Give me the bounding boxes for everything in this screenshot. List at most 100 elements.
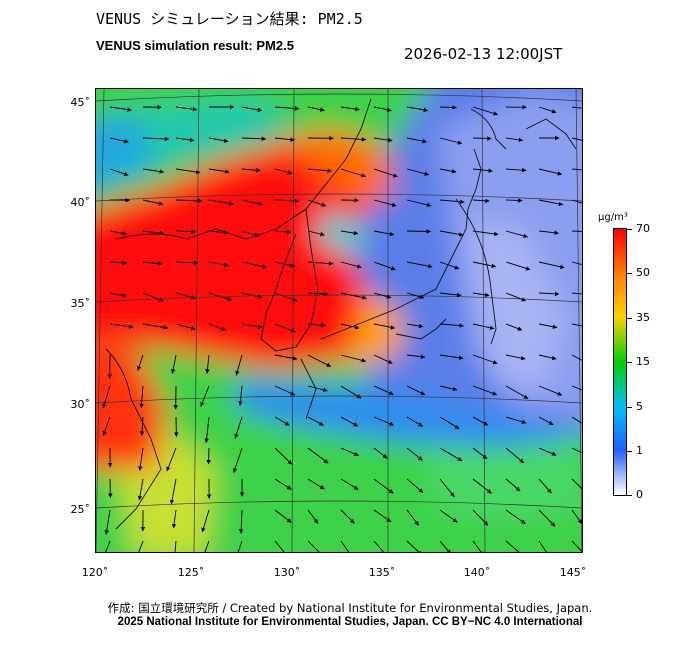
wind-arrow: [307, 478, 325, 490]
wind-vectors: [102, 104, 582, 552]
wind-arrow: [406, 137, 428, 144]
wind-arrow: [307, 106, 325, 112]
wind-arrow: [109, 292, 127, 298]
lat-label-30: 30˚: [70, 398, 91, 411]
wind-arrow: [109, 323, 134, 329]
wind-arrow: [175, 137, 195, 143]
wind-arrow: [406, 447, 423, 461]
wind-arrow: [472, 416, 489, 426]
wind-arrow: [274, 137, 295, 142]
lon-label-120: 120˚: [81, 566, 109, 579]
wind-arrow: [138, 540, 144, 552]
wind-arrow: [307, 385, 328, 393]
wind-arrow: [241, 106, 263, 113]
wind-arrow: [274, 292, 298, 302]
wind-arrow: [307, 168, 333, 173]
wind-arrow: [472, 292, 490, 298]
wind-arrow: [171, 509, 177, 529]
wind-arrow: [142, 261, 163, 266]
wind-arrow: [232, 447, 243, 474]
wind-arrow: [307, 354, 332, 367]
wind-arrow: [241, 230, 260, 237]
colorbar: [613, 228, 627, 496]
wind-arrow: [505, 416, 527, 424]
wind-arrow: [109, 168, 129, 177]
colorbar-label-5: 5: [636, 400, 643, 413]
wind-arrow: [109, 137, 129, 144]
wind-arrow: [538, 261, 565, 270]
wind-arrow: [538, 323, 558, 329]
wind-arrow: [142, 230, 165, 236]
wind-arrow: [406, 416, 423, 427]
wind-arrow: [208, 137, 229, 143]
wind-arrow: [340, 416, 359, 427]
wind-arrow: [139, 416, 145, 436]
lon-label-145: 145˚: [559, 566, 587, 579]
wind-arrow: [571, 230, 582, 232]
wind-arrow: [439, 323, 464, 328]
colorbar-label-50: 50: [636, 266, 650, 279]
wind-arrow: [340, 261, 362, 269]
wind-arrow: [571, 261, 582, 266]
wind-arrow: [406, 354, 426, 359]
wind-arrow: [472, 261, 497, 269]
wind-arrow: [472, 509, 489, 526]
lat-label-35: 35˚: [70, 297, 91, 310]
lat-label-40: 40˚: [70, 196, 91, 209]
wind-arrow: [136, 354, 144, 371]
wind-arrow: [571, 137, 582, 141]
wind-arrow: [406, 478, 424, 494]
wind-arrow: [439, 168, 457, 174]
wind-arrow: [373, 261, 396, 271]
wind-arrow: [104, 509, 111, 535]
wind-arrow: [538, 199, 564, 207]
wind-arrow: [571, 292, 582, 295]
wind-arrow: [505, 478, 521, 492]
wind-arrow: [274, 509, 292, 523]
wind-arrow: [439, 199, 465, 204]
wind-arrow: [571, 168, 582, 171]
wind-arrow: [307, 416, 324, 426]
wind-arrow: [274, 416, 290, 426]
wind-arrow: [204, 416, 210, 444]
title-english: VENUS simulation result: PM2.5: [96, 38, 294, 53]
wind-arrow: [241, 168, 261, 173]
wind-arrow: [340, 230, 359, 236]
wind-arrow: [538, 354, 557, 361]
wind-arrow: [439, 478, 455, 498]
wind-arrow: [204, 540, 210, 552]
wind-arrow: [307, 509, 319, 524]
wind-arrow: [137, 478, 144, 501]
wind-arrow: [505, 292, 527, 302]
pm25-map[interactable]: [95, 88, 583, 553]
wind-arrow: [139, 385, 144, 409]
wind-arrow: [472, 385, 498, 396]
wind-arrow: [274, 447, 293, 465]
wind-arrow: [439, 416, 460, 430]
wind-arrow: [406, 323, 424, 329]
wind-arrow: [406, 199, 432, 208]
wind-arrow: [538, 291, 560, 297]
wind-arrow: [274, 354, 298, 361]
lon-label-135: 135˚: [368, 566, 396, 579]
wind-arrow: [439, 261, 460, 270]
wind-arrow: [206, 447, 211, 465]
wind-arrow: [241, 292, 263, 299]
wind-arrow: [340, 168, 367, 178]
wind-arrow: [340, 509, 355, 524]
wind-arrow: [472, 106, 499, 116]
wind-arrow: [406, 168, 430, 176]
wind-arrow: [340, 540, 350, 552]
wind-arrow: [406, 229, 432, 234]
wind-arrow: [373, 168, 398, 178]
wind-arrow: [406, 385, 426, 396]
wind-arrow: [208, 168, 230, 174]
wind-arrow: [102, 385, 111, 409]
wind-arrow: [175, 292, 196, 300]
concentration-field: [96, 89, 582, 552]
wind-arrow: [571, 447, 582, 454]
wind-arrow: [109, 106, 132, 112]
coastlines: [105, 98, 577, 530]
wind-arrow: [235, 354, 243, 376]
title-japanese: VENUS シミュレーション結果: PM2.5: [96, 10, 363, 28]
